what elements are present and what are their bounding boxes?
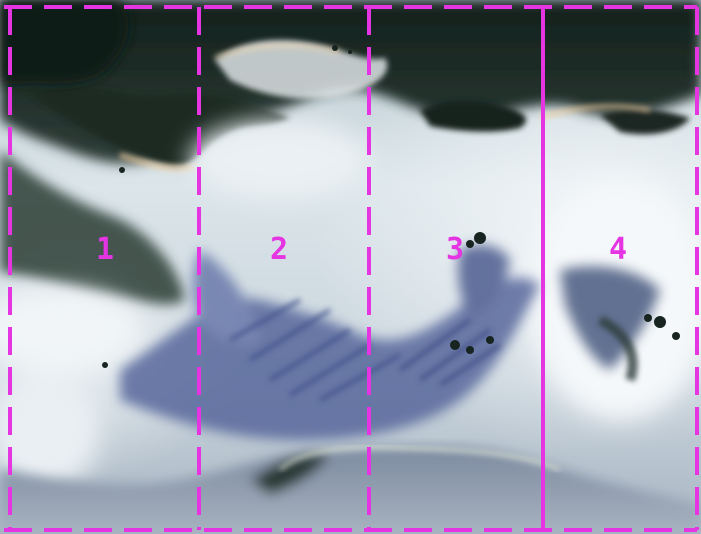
panel-label-4: 4	[609, 232, 628, 267]
panel-label-2: 2	[270, 232, 289, 267]
panel-label-3: 3	[446, 232, 465, 267]
panel-label-1: 1	[96, 232, 115, 267]
